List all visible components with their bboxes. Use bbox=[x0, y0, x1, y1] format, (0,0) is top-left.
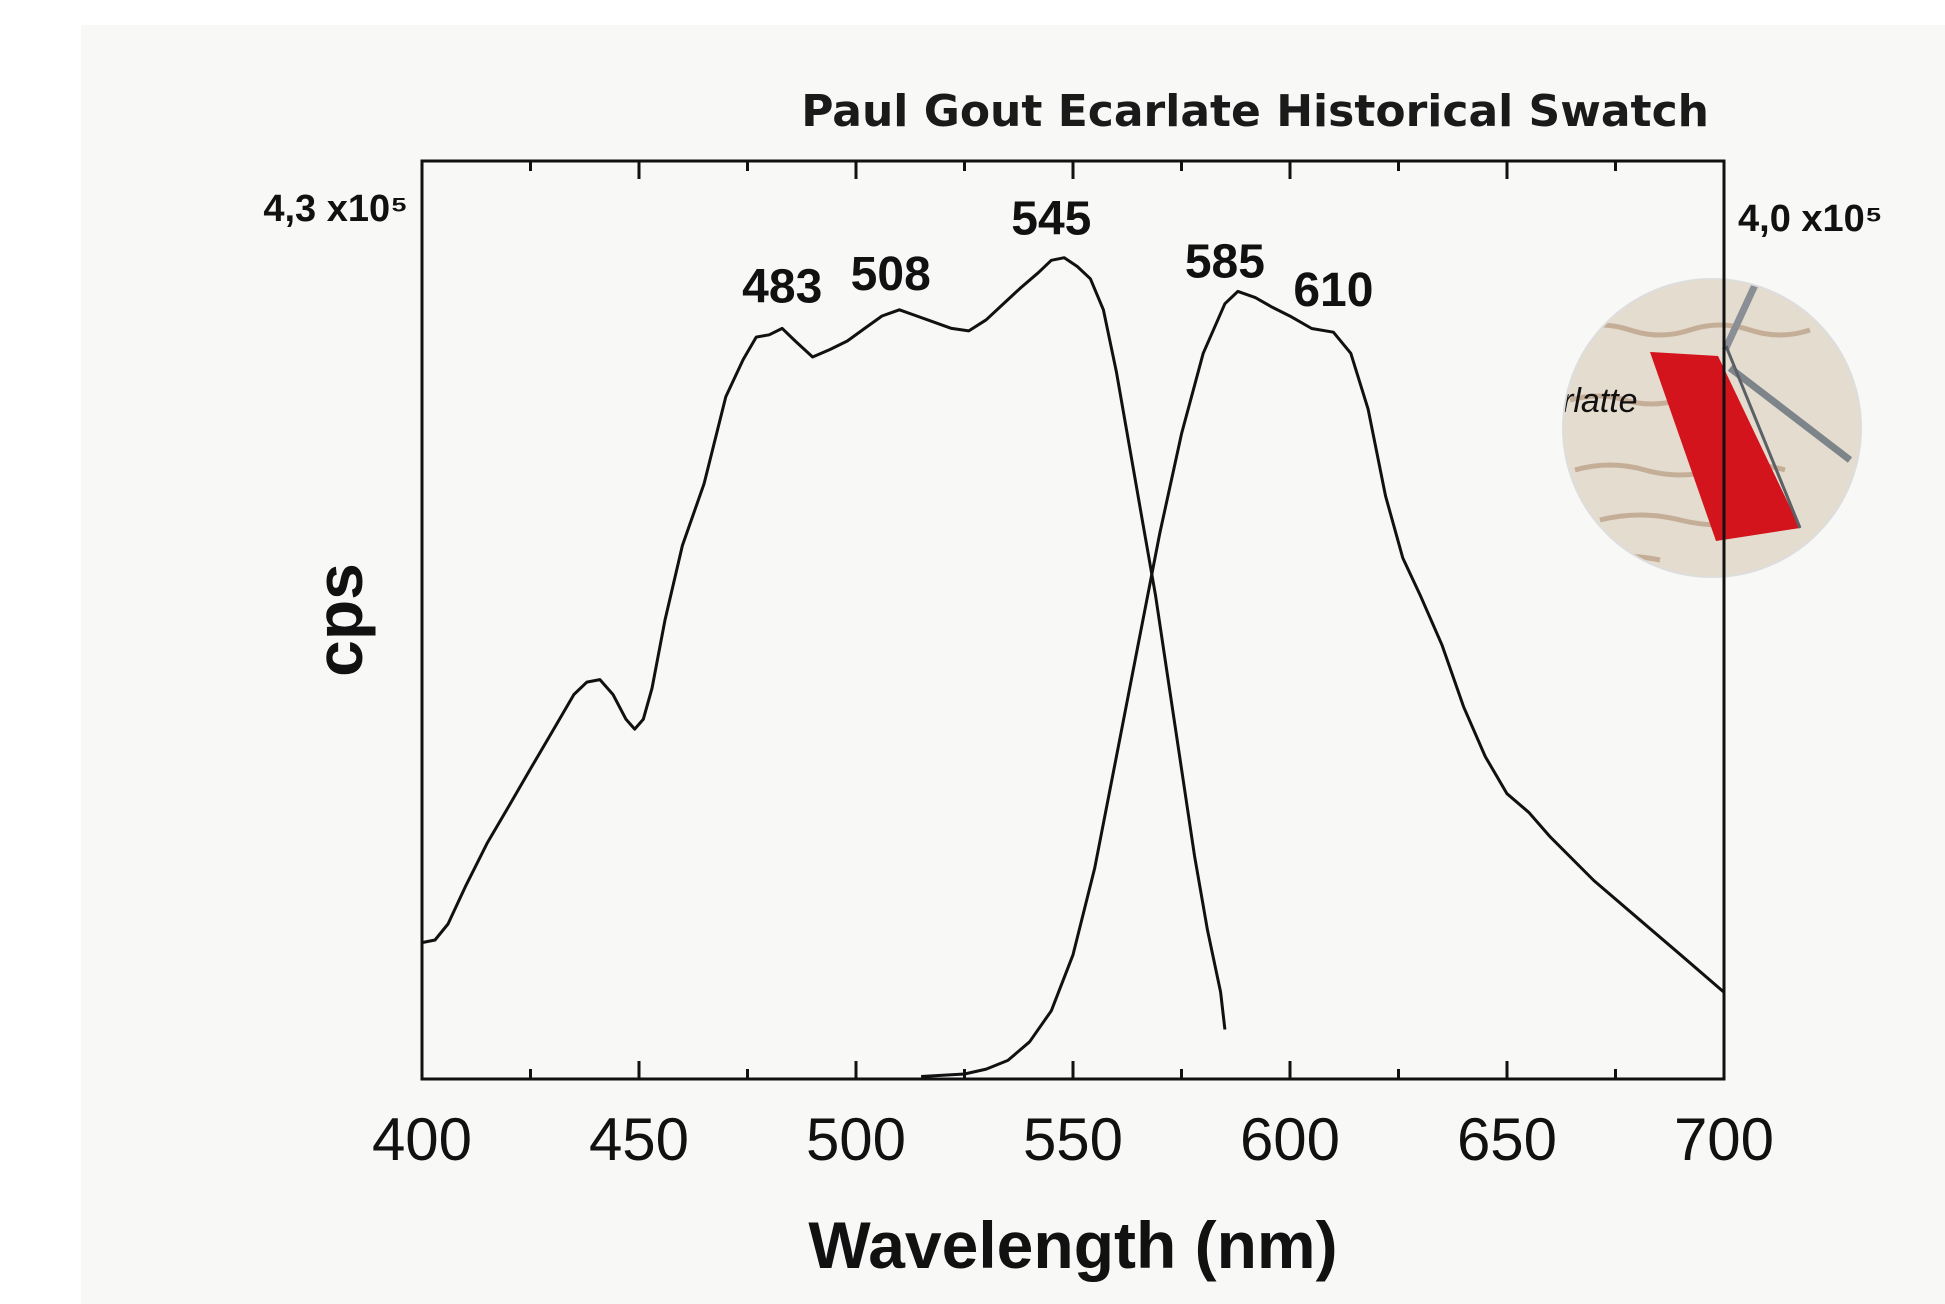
peak-label: 610 bbox=[1293, 264, 1373, 317]
y-tick-label: 4,3 x10⁵ bbox=[263, 188, 408, 230]
x-tick-label: 500 bbox=[806, 1106, 906, 1173]
x-tick-label: 650 bbox=[1457, 1106, 1557, 1173]
x-tick-label: 550 bbox=[1023, 1106, 1123, 1173]
x-tick-label: 700 bbox=[1674, 1106, 1774, 1173]
y-axis-title: cps bbox=[302, 563, 376, 677]
x-axis-title: Wavelength (nm) bbox=[808, 1208, 1337, 1282]
peak-label: 585 bbox=[1185, 236, 1265, 289]
x-tick-label: 400 bbox=[372, 1106, 472, 1173]
spectrum-line bbox=[921, 289, 1725, 1078]
inset-photo: rlatte bbox=[1562, 279, 1861, 577]
x-tick-label: 450 bbox=[589, 1106, 689, 1173]
peak-label: 545 bbox=[1011, 192, 1091, 245]
background bbox=[81, 25, 1945, 1304]
chart-title: Paul Gout Ecarlate Historical Swatch bbox=[801, 86, 1709, 137]
spectrum-line bbox=[421, 256, 1227, 1030]
inset-border bbox=[1562, 278, 1862, 578]
svg-text:rlatte: rlatte bbox=[1562, 382, 1638, 420]
peak-label: 508 bbox=[851, 248, 931, 301]
y2-tick-label: 4,0 x10⁵ bbox=[1738, 198, 1883, 240]
x-tick-label: 600 bbox=[1240, 1106, 1340, 1173]
peak-label: 483 bbox=[742, 260, 822, 313]
